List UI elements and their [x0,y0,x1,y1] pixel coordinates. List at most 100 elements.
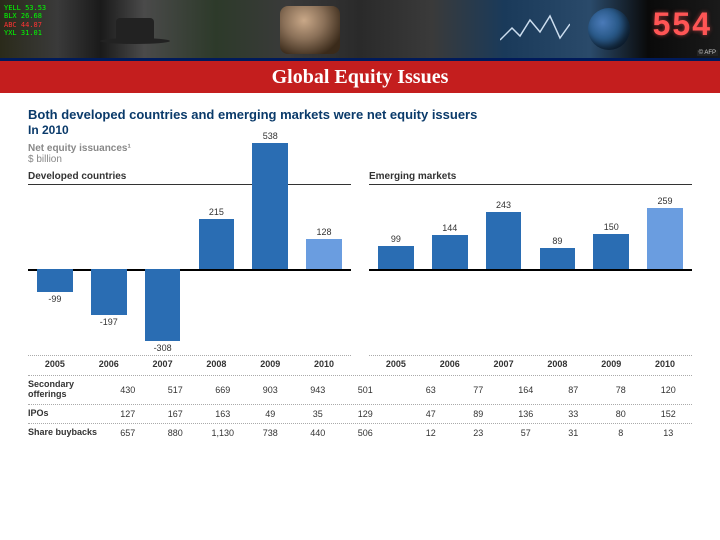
bar: 215 [199,219,235,269]
bar-value-label: 128 [306,227,342,237]
table-cell: 87 [550,385,598,395]
panel-emerging: Emerging markets 99 144 243 89 150 259 [369,171,692,351]
table-cell: 127 [104,409,152,419]
table-row: Secondary offerings430517669903943501637… [28,375,692,404]
table-cell: 167 [152,409,200,419]
table-cell: 57 [502,428,550,438]
chart-line-decoration [500,10,570,50]
table-row: Share buybacks6578801,130738440506 122357… [28,423,692,442]
chart-headline: Both developed countries and emerging ma… [28,107,692,122]
table-cell: 13 [645,428,693,438]
banner-digits: 554 [653,6,712,43]
bar: 259 [647,208,683,269]
year-label: 2007 [136,359,190,369]
table-cell: 880 [152,428,200,438]
table-cell: 163 [199,409,247,419]
table-row-label: Share buybacks [28,428,104,438]
bar-value-label: 259 [647,196,683,206]
table-cell: 1,130 [199,428,247,438]
table-cell: 47 [407,409,455,419]
table-cell: 657 [104,428,152,438]
bar: 99 [378,246,414,269]
hat-illustration [100,18,170,50]
years-emerging: 200520062007200820092010 [369,355,692,369]
panel-title: Emerging markets [369,171,692,185]
chart-unit: $ billion [28,154,692,165]
table-cell: 33 [550,409,598,419]
table-row-label: Secondary offerings [28,380,104,400]
table-cell: 120 [645,385,693,395]
table-cell: 943 [294,385,342,395]
bar-value-label: 538 [252,131,288,141]
bar: 538 [252,143,288,269]
table-cell: 8 [597,428,645,438]
person-illustration [280,6,340,54]
panel-title: Developed countries [28,171,351,185]
table-cell: 669 [199,385,247,395]
bar-value-label: 99 [378,234,414,244]
table-cell: 78 [597,385,645,395]
bar: 89 [540,248,576,269]
year-label: 2006 [423,359,477,369]
year-label: 2008 [530,359,584,369]
table-row-label: IPOs [28,409,104,419]
table-cell: 152 [645,409,693,419]
chart-axis-label: Net equity issuances¹ [28,143,692,154]
year-label: 2010 [638,359,692,369]
year-label: 2010 [297,359,351,369]
year-label: 2008 [189,359,243,369]
bar: 144 [432,235,468,269]
table-cell: 903 [247,385,295,395]
table-cell: 430 [104,385,152,395]
table-cell: 12 [407,428,455,438]
table-cell: 77 [455,385,503,395]
bar-value-label: -99 [37,294,73,304]
chart-content: Both developed countries and emerging ma… [0,93,720,442]
globe-illustration [588,8,630,50]
table-cell: 164 [502,385,550,395]
chart-panels: Developed countries -99-197-308215538128… [28,171,692,351]
table-cell: 31 [550,428,598,438]
bar-value-label: -308 [145,343,181,353]
table-cell: 440 [294,428,342,438]
year-rows: 200520062007200820092010 200520062007200… [28,351,692,369]
table-cell: 89 [455,409,503,419]
table-row: IPOs127167163493512947891363380152 [28,404,692,423]
year-label: 2009 [584,359,638,369]
bar: 150 [593,234,629,269]
year-label: 2005 [28,359,82,369]
bar-value-label: -197 [91,317,127,327]
photo-credit: © AFP [697,50,718,56]
year-label: 2009 [243,359,297,369]
table-cell: 738 [247,428,295,438]
bar-value-label: 215 [199,207,235,217]
bar: 243 [486,212,522,269]
table-cell: 506 [342,428,390,438]
title-bar: Global Equity Issues [0,61,720,93]
table-cell: 129 [342,409,390,419]
table-cell: 136 [502,409,550,419]
year-label: 2006 [82,359,136,369]
year-label: 2007 [477,359,531,369]
bar-plot-emerging: 99 144 243 89 150 259 [369,187,692,351]
data-table: Secondary offerings430517669903943501637… [28,375,692,442]
header-banner: YELL 53.53BLX 26.68ABC 44.87YXL 31.01 55… [0,0,720,61]
page-title: Global Equity Issues [272,66,449,89]
bar: 128 [306,239,342,269]
panel-developed: Developed countries -99-197-308215538128 [28,171,351,351]
year-label: 2005 [369,359,423,369]
bar-value-label: 150 [593,222,629,232]
table-cell: 23 [455,428,503,438]
bar-value-label: 243 [486,200,522,210]
ticker-text: YELL 53.53BLX 26.68ABC 44.87YXL 31.01 [4,4,46,38]
bar: -99 [37,269,73,292]
years-developed: 200520062007200820092010 [28,355,351,369]
bar: -308 [145,269,181,341]
table-cell: 35 [294,409,342,419]
table-cell: 501 [342,385,390,395]
table-cell: 80 [597,409,645,419]
chart-subhead: In 2010 [28,123,692,137]
bar-value-label: 144 [432,223,468,233]
bar-value-label: 89 [540,236,576,246]
table-cell: 517 [152,385,200,395]
